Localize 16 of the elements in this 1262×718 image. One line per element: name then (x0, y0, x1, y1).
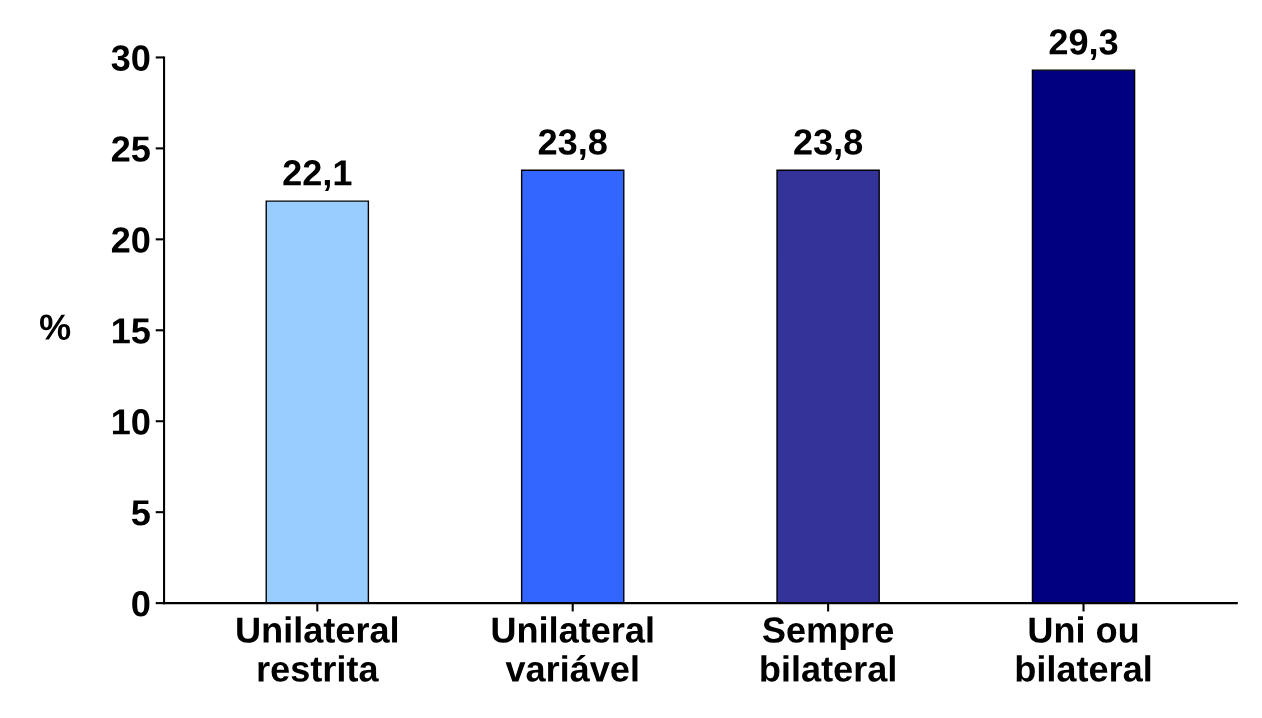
y-tick-label: 25 (111, 136, 150, 162)
y-tick-label: 0 (132, 590, 150, 617)
y-tick-label: 10 (112, 409, 150, 435)
x-tick-label: Unilateral restrita (237, 616, 398, 682)
data-label: 29,3 (1049, 29, 1118, 60)
x-tick-label: Unilateral variável (492, 616, 653, 682)
x-tick-label: Uni ou bilateral (1016, 616, 1151, 682)
data-label: 23,8 (794, 129, 863, 160)
y-tick-label: 20 (111, 227, 150, 253)
x-tick-label: Sempre bilateral (761, 617, 895, 682)
y-tick-label: 30 (111, 45, 150, 71)
y-tick-label: 5 (131, 500, 150, 526)
data-label: 23,8 (538, 129, 607, 160)
y-axis-title: % (39, 314, 71, 340)
y-tick-label: 15 (112, 318, 150, 344)
data-label: 22,1 (283, 160, 352, 191)
